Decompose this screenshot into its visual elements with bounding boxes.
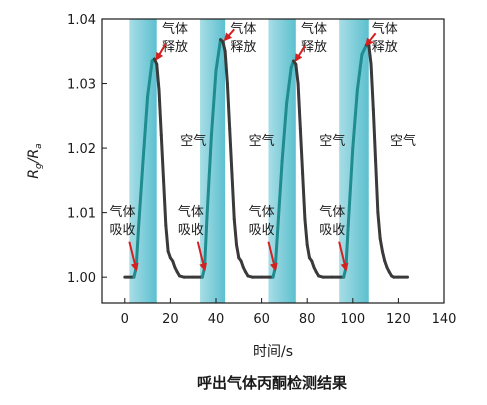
annotation-label: 空气 (180, 133, 206, 149)
annotation-label: 气体释放 (301, 21, 327, 55)
series-segment (276, 159, 284, 234)
series-segment (367, 43, 373, 66)
series-segment (378, 236, 384, 253)
series-segment (223, 49, 229, 86)
annotation-label: 空气 (390, 133, 416, 149)
x-axis-title: 时间/s (253, 344, 293, 360)
series-segment (146, 59, 154, 98)
series-segment (376, 211, 382, 240)
series-segment (280, 101, 289, 163)
y-axis-title: Rg/Ra (26, 143, 44, 178)
series-segment (235, 243, 241, 260)
figure-caption: 呼出气体丙酮检测结果 (197, 374, 348, 392)
series-segment (351, 88, 359, 150)
x-tick-label: 40 (208, 312, 225, 327)
annotation-label: 气体吸收 (178, 204, 204, 238)
annotation-label: 空气 (319, 133, 345, 149)
plot-frame (101, 18, 445, 304)
series-segment (136, 159, 145, 231)
annotation-arrow (128, 241, 139, 272)
series-segment (228, 127, 234, 176)
x-axis: 0 20 40 60 80 100 120 140 (121, 298, 457, 327)
x-tick-label: 120 (386, 312, 411, 327)
series-segment (157, 88, 163, 137)
series-segment (214, 38, 223, 73)
y-axis-title-sub-a: a (34, 143, 44, 149)
series-segment (296, 82, 302, 131)
series-segment (301, 172, 307, 221)
series-segment (230, 172, 236, 221)
series-segment (380, 249, 387, 263)
annotation-arrow (365, 32, 377, 47)
series-segment (294, 62, 300, 86)
series-segment (155, 62, 161, 92)
annotation-arrow (267, 241, 278, 272)
y-axis: 1.00 1.01 1.02 1.03 1.04 (67, 13, 107, 286)
exposure-band-4 (339, 19, 369, 303)
series-segment (141, 94, 150, 163)
series-segment (232, 217, 239, 247)
annotation-label: 气体释放 (162, 21, 188, 55)
series-segment (360, 43, 368, 56)
series-segment (273, 230, 280, 269)
annotation-arrow (155, 43, 167, 61)
exposure-bands (129, 19, 369, 303)
y-axis-title-main: R (26, 169, 42, 179)
series-segment (209, 69, 218, 137)
series-segment (221, 40, 227, 53)
annotation-arrow (196, 241, 208, 272)
annotation-label: 气体释放 (230, 21, 256, 55)
annotation-label: 气体吸收 (110, 204, 136, 238)
series-segment (285, 65, 293, 105)
series-segment (162, 178, 168, 228)
series-segment (305, 243, 311, 260)
annotation-label: 气体吸收 (319, 204, 345, 238)
series-segment (164, 224, 170, 253)
series-segment (371, 107, 378, 163)
series-segment (369, 62, 375, 111)
y-tick-label: 1.02 (67, 142, 96, 157)
y-tick-label: 1.00 (67, 271, 96, 286)
series-segment (355, 53, 364, 92)
series-segment (203, 217, 209, 269)
y-tick-label: 1.04 (67, 13, 96, 28)
series-segment (225, 82, 232, 131)
annotation-label: 气体释放 (372, 21, 398, 55)
series-segment (344, 224, 350, 269)
series-segment (346, 146, 355, 228)
annotation-label: 气体吸收 (249, 204, 275, 238)
y-tick-label: 1.01 (67, 207, 96, 222)
y-tick-label: 1.03 (67, 78, 96, 93)
x-tick-label: 0 (121, 312, 129, 327)
y-axis-title-sub-g: g (34, 163, 44, 169)
x-tick-label: 100 (340, 312, 365, 327)
y-axis-title-sep: /R (26, 149, 42, 165)
series-segment (374, 159, 380, 215)
series-segment (159, 133, 166, 182)
x-tick-label: 80 (299, 312, 316, 327)
x-tick-label: 140 (432, 312, 457, 327)
series-segment (298, 127, 305, 176)
series-segment (134, 227, 140, 269)
x-tick-label: 60 (253, 312, 270, 327)
x-tick-label: 20 (162, 312, 179, 327)
series-segment (205, 133, 213, 221)
annotation-arrow (223, 28, 235, 42)
annotation-arrow (294, 45, 306, 62)
annotation-label: 空气 (249, 133, 275, 149)
annotation-arrow (338, 241, 349, 272)
response-series (123, 38, 410, 279)
series-segment (303, 217, 309, 247)
